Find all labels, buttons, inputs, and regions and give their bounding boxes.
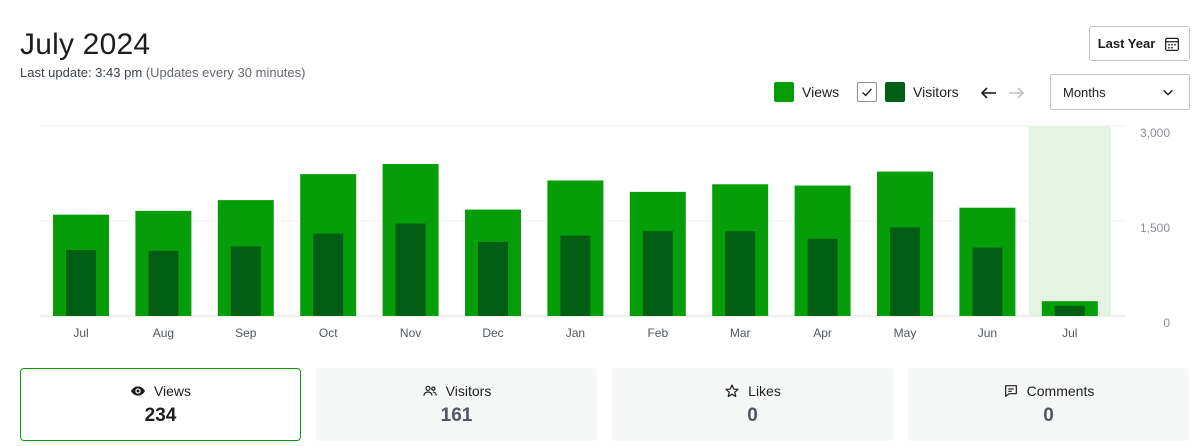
arrow-right-icon xyxy=(1009,87,1025,99)
x-tick-label-5: Dec xyxy=(482,326,503,340)
stat-comments-value: 0 xyxy=(1043,404,1054,426)
x-tick-label-7: Feb xyxy=(647,326,668,340)
last-update-text: Last update: 3:43 pm (Updates every 30 m… xyxy=(20,65,305,80)
x-tick-label-1: Aug xyxy=(153,326,174,340)
stat-card-comments-label: Comments xyxy=(1003,382,1095,399)
stat-views-value: 234 xyxy=(144,404,177,426)
stat-visitors-label: Visitors xyxy=(445,382,492,399)
x-tick-label-4: Nov xyxy=(400,326,421,340)
x-tick-label-0: Jul xyxy=(73,326,88,340)
star-icon xyxy=(725,383,739,397)
chevron-down-icon xyxy=(1163,89,1173,96)
period-select[interactable]: Months xyxy=(1050,74,1190,110)
visitors-bar-4 xyxy=(395,223,426,316)
views-bar-chart: Jul Aug Sep Oct Nov Dec Jan Feb Mar Apr May Jun Jul 3… xyxy=(40,125,1170,340)
x-tick-label-3: Oct xyxy=(319,326,338,340)
visitors-bar-7 xyxy=(642,231,673,316)
x-tick-label-2: Sep xyxy=(235,326,257,340)
next-period-button[interactable] xyxy=(1005,82,1027,104)
comment-icon xyxy=(1004,384,1017,397)
legend-visitors: Visitors xyxy=(857,82,959,102)
stat-likes-value: 0 xyxy=(747,404,758,426)
visitors-bar-0 xyxy=(66,250,96,316)
legend-views: Views xyxy=(774,82,839,102)
date-range-label: Last Year xyxy=(1097,36,1156,51)
previous-period-button[interactable] xyxy=(978,82,1000,104)
stat-visitors-value: 161 xyxy=(440,404,473,426)
stat-card-likes[interactable]: Likes 0 xyxy=(612,368,893,441)
visitors-bar-1 xyxy=(148,250,179,316)
x-tick-label-12: Jul xyxy=(1062,326,1077,340)
stat-card-views-label: Views xyxy=(130,383,191,399)
visitors-bar-3 xyxy=(313,233,344,316)
people-icon xyxy=(423,385,437,396)
visitors-bar-2 xyxy=(230,246,261,316)
legend-views-label: Views xyxy=(802,84,840,100)
visitors-bar-8 xyxy=(725,231,756,316)
calendar-icon xyxy=(1165,37,1180,51)
arrow-left-icon xyxy=(980,87,996,99)
stat-card-visitors[interactable]: Visitors 161 xyxy=(316,368,597,441)
stat-card-views[interactable]: Views 234 xyxy=(20,368,301,441)
stat-comments-label: Comments xyxy=(1026,382,1095,399)
date-range-button[interactable]: Last Year xyxy=(1089,26,1190,61)
update-frequency-note: (Updates every 30 minutes) xyxy=(145,65,306,80)
stat-card-likes-label: Likes xyxy=(724,383,781,399)
checkmark-icon xyxy=(862,88,872,97)
stat-card-comments[interactable]: Comments 0 xyxy=(908,368,1189,441)
visitors-checkbox[interactable] xyxy=(857,82,877,102)
period-select-value: Months xyxy=(1063,84,1106,100)
stat-likes-label: Likes xyxy=(748,382,781,399)
visitors-bar-12 xyxy=(1054,305,1085,316)
visitors-bar-5 xyxy=(478,241,508,316)
visitors-bar-9 xyxy=(807,238,838,316)
x-tick-label-10: May xyxy=(894,326,917,340)
visitors-bar-11 xyxy=(972,247,1003,316)
eye-icon xyxy=(130,385,145,396)
legend-visitors-swatch xyxy=(885,82,905,102)
y-tick-label-1: 1,500 xyxy=(1140,221,1170,235)
x-tick-label-6: Jan xyxy=(566,326,585,340)
y-tick-label-0: 3,000 xyxy=(1140,126,1170,140)
y-tick-label-2: 0 xyxy=(1163,316,1170,330)
selected-period-highlight xyxy=(1028,126,1111,316)
stat-card-visitors-label: Visitors xyxy=(422,382,492,399)
page-title: July 2024 xyxy=(20,28,151,61)
legend-visitors-label: Visitors xyxy=(913,84,959,100)
x-tick-label-11: Jun xyxy=(978,326,997,340)
last-update-time: Last update: 3:43 pm xyxy=(20,65,143,80)
stat-views-label: Views xyxy=(153,382,192,399)
x-tick-label-9: Apr xyxy=(813,326,832,340)
visitors-bar-6 xyxy=(560,235,591,316)
x-tick-label-8: Mar xyxy=(730,326,751,340)
legend-views-swatch xyxy=(774,82,794,102)
visitors-bar-10 xyxy=(890,227,920,316)
